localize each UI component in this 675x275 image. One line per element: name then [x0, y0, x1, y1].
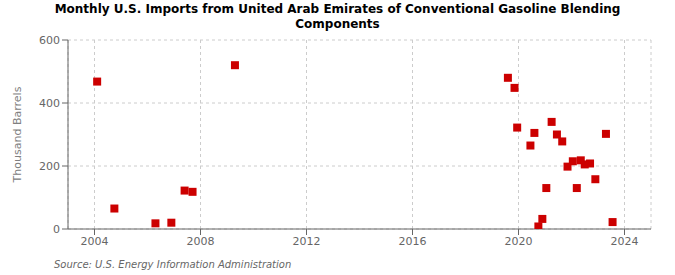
- svg-text:200: 200: [39, 160, 60, 173]
- svg-text:2004: 2004: [81, 235, 109, 248]
- svg-text:2016: 2016: [399, 235, 427, 248]
- svg-text:400: 400: [39, 97, 60, 110]
- svg-text:600: 600: [39, 34, 60, 47]
- html-text:Components: Components: [295, 17, 380, 31]
- svg-text:2012: 2012: [293, 235, 321, 248]
- svg-text:2024: 2024: [611, 235, 639, 248]
- html-text:Source: U.S. Energy Informatio: Source: U.S. Energy Information Administ…: [54, 259, 292, 270]
- svg-text:0: 0: [53, 223, 60, 236]
- svg-text:2008: 2008: [187, 235, 215, 248]
- svg-text:Thousand Barrels: Thousand Barrels: [11, 86, 24, 183]
- svg-text:2020: 2020: [505, 235, 533, 248]
- html-text:Monthly U.S. Imports from Unit: Monthly U.S. Imports from United Arab Em…: [54, 2, 621, 16]
